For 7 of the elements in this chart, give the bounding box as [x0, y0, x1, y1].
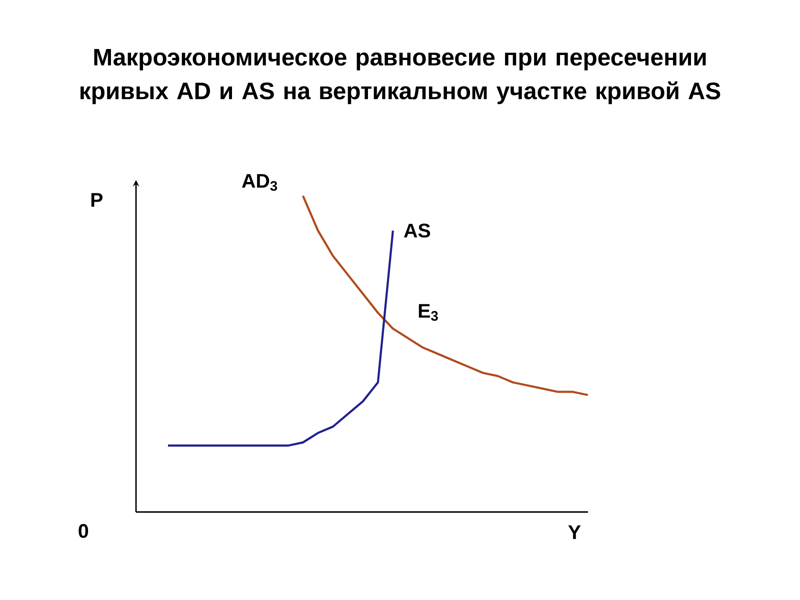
y-axis-title: P	[91, 193, 103, 207]
x-axis-title: Y	[568, 525, 581, 539]
annotation: E$_{3}$	[418, 304, 438, 321]
series-label: AD$_{3}$	[242, 174, 278, 191]
text: 0	[78, 524, 88, 538]
chart-title: Макроэкономическое равновесие при пересечении кривых AD и AS на вертикальном участке кривой AS	[80, 48, 720, 104]
series-label: AS	[404, 224, 430, 238]
